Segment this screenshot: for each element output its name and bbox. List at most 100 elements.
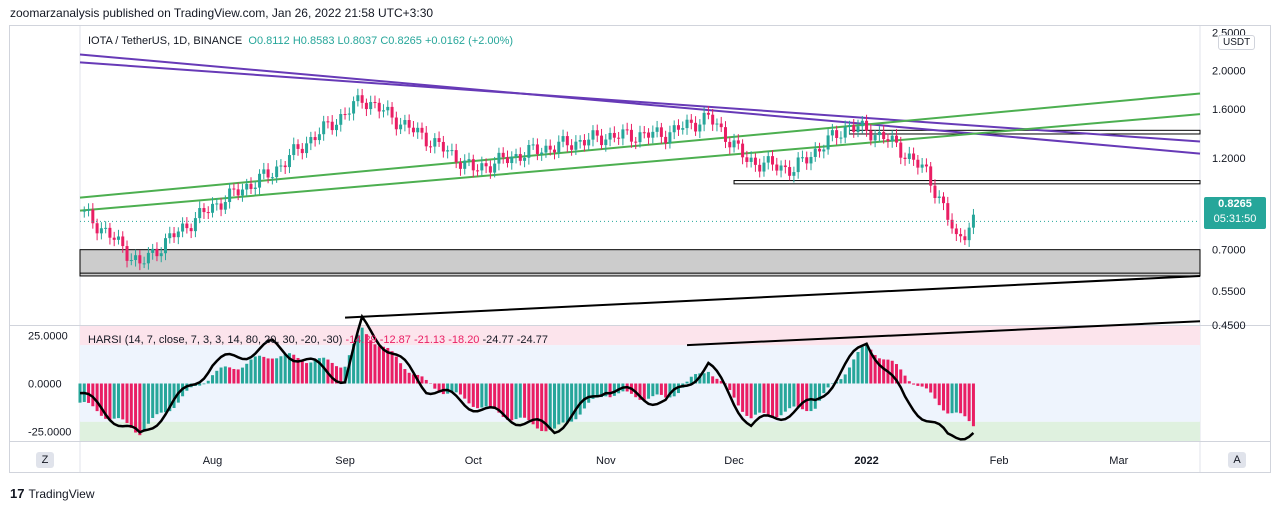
candle xyxy=(963,236,967,241)
harsi-bar xyxy=(595,383,599,398)
harsi-bar xyxy=(647,383,651,399)
candle xyxy=(364,102,368,110)
harsi-bar xyxy=(253,356,257,384)
auto-scale-button[interactable]: A xyxy=(1228,452,1246,468)
harsi-bar xyxy=(561,383,565,423)
publish-header: zoomarzanalysis published on TradingView… xyxy=(10,6,434,20)
candle xyxy=(531,144,535,146)
candle xyxy=(839,137,843,139)
candle xyxy=(476,170,480,172)
harsi-bar xyxy=(843,374,847,384)
candle xyxy=(535,144,539,155)
candle xyxy=(394,117,398,130)
harsi-bar xyxy=(283,353,287,384)
candle xyxy=(698,124,702,132)
harsi-value: -12.87 xyxy=(379,334,411,346)
harsi-bar xyxy=(582,383,586,409)
harsi-bar xyxy=(860,346,864,384)
candle xyxy=(946,203,950,220)
harsi-bar xyxy=(134,383,138,433)
price-tick-label: 0.7000 xyxy=(1212,245,1246,257)
harsi-bar xyxy=(753,383,757,415)
candle xyxy=(676,125,680,130)
candle xyxy=(706,112,710,115)
candle xyxy=(629,129,633,142)
harsi-bar xyxy=(822,383,826,394)
zoom-button[interactable]: Z xyxy=(36,452,54,468)
harsi-bar xyxy=(865,343,869,384)
harsi-bar xyxy=(317,358,321,384)
candle xyxy=(429,146,433,148)
harsi-bar xyxy=(116,383,120,419)
harsi-bar xyxy=(728,383,732,391)
candle xyxy=(343,114,347,116)
candle xyxy=(181,223,185,232)
candle xyxy=(587,139,591,146)
candle xyxy=(360,95,364,103)
harsi-bar xyxy=(971,383,975,427)
candle xyxy=(634,141,638,143)
candle xyxy=(189,228,193,232)
candle xyxy=(305,143,309,154)
harsi-bar xyxy=(852,359,856,384)
candle xyxy=(582,140,586,146)
candle xyxy=(753,157,757,165)
candle xyxy=(334,124,338,131)
harsi-bar xyxy=(232,368,236,384)
green-trendline xyxy=(79,113,1201,212)
harsi-bar xyxy=(800,383,804,410)
candle xyxy=(125,246,129,261)
candle xyxy=(621,129,625,139)
candle xyxy=(642,132,646,134)
harsi-bar xyxy=(749,383,753,419)
candle xyxy=(151,248,155,253)
harsi-bar xyxy=(719,380,723,384)
candle xyxy=(557,141,561,153)
candle xyxy=(873,135,877,141)
candle xyxy=(809,156,813,164)
last-price: 0.8265 xyxy=(1218,198,1252,210)
candle xyxy=(505,157,509,164)
tradingview-footer[interactable]: 17 TradingView xyxy=(10,486,95,501)
harsi-bar xyxy=(91,383,95,407)
candle xyxy=(822,149,826,152)
candle xyxy=(91,209,95,224)
harsi-bar xyxy=(942,383,946,411)
candle xyxy=(826,135,830,150)
candle xyxy=(399,124,403,130)
harsi-bar xyxy=(95,383,99,412)
candle xyxy=(668,132,672,144)
osc-tick-label: -25.0000 xyxy=(28,426,71,438)
harsi-bar xyxy=(638,383,642,400)
harsi-os-band xyxy=(80,421,1200,441)
harsi-bar xyxy=(275,358,279,384)
harsi-bar xyxy=(258,355,262,384)
harsi-bar xyxy=(228,367,232,384)
harsi-bar xyxy=(527,383,531,421)
harsi-bar xyxy=(946,383,950,414)
osc-tick-label: 25.0000 xyxy=(28,331,68,343)
harsi-bar xyxy=(587,383,591,403)
purple-trendline xyxy=(79,53,1201,155)
time-tick-label: Oct xyxy=(465,455,482,467)
candle xyxy=(223,202,227,210)
candle xyxy=(835,130,839,138)
harsi-ob-band xyxy=(80,326,1200,346)
candle xyxy=(168,233,172,239)
candle xyxy=(437,138,441,142)
candle xyxy=(279,165,283,167)
harsi-bar xyxy=(847,367,851,384)
candle xyxy=(548,145,552,150)
currency-button[interactable]: USDT xyxy=(1218,35,1256,50)
candle xyxy=(625,129,629,131)
harsi-bar xyxy=(877,358,881,384)
harsi-bar xyxy=(313,360,317,384)
harsi-bar xyxy=(741,383,745,412)
candle xyxy=(467,159,471,161)
candle xyxy=(971,214,975,228)
candle xyxy=(565,136,569,146)
harsi-bar xyxy=(544,383,548,432)
candle xyxy=(903,157,907,159)
harsi-bar xyxy=(168,383,172,412)
